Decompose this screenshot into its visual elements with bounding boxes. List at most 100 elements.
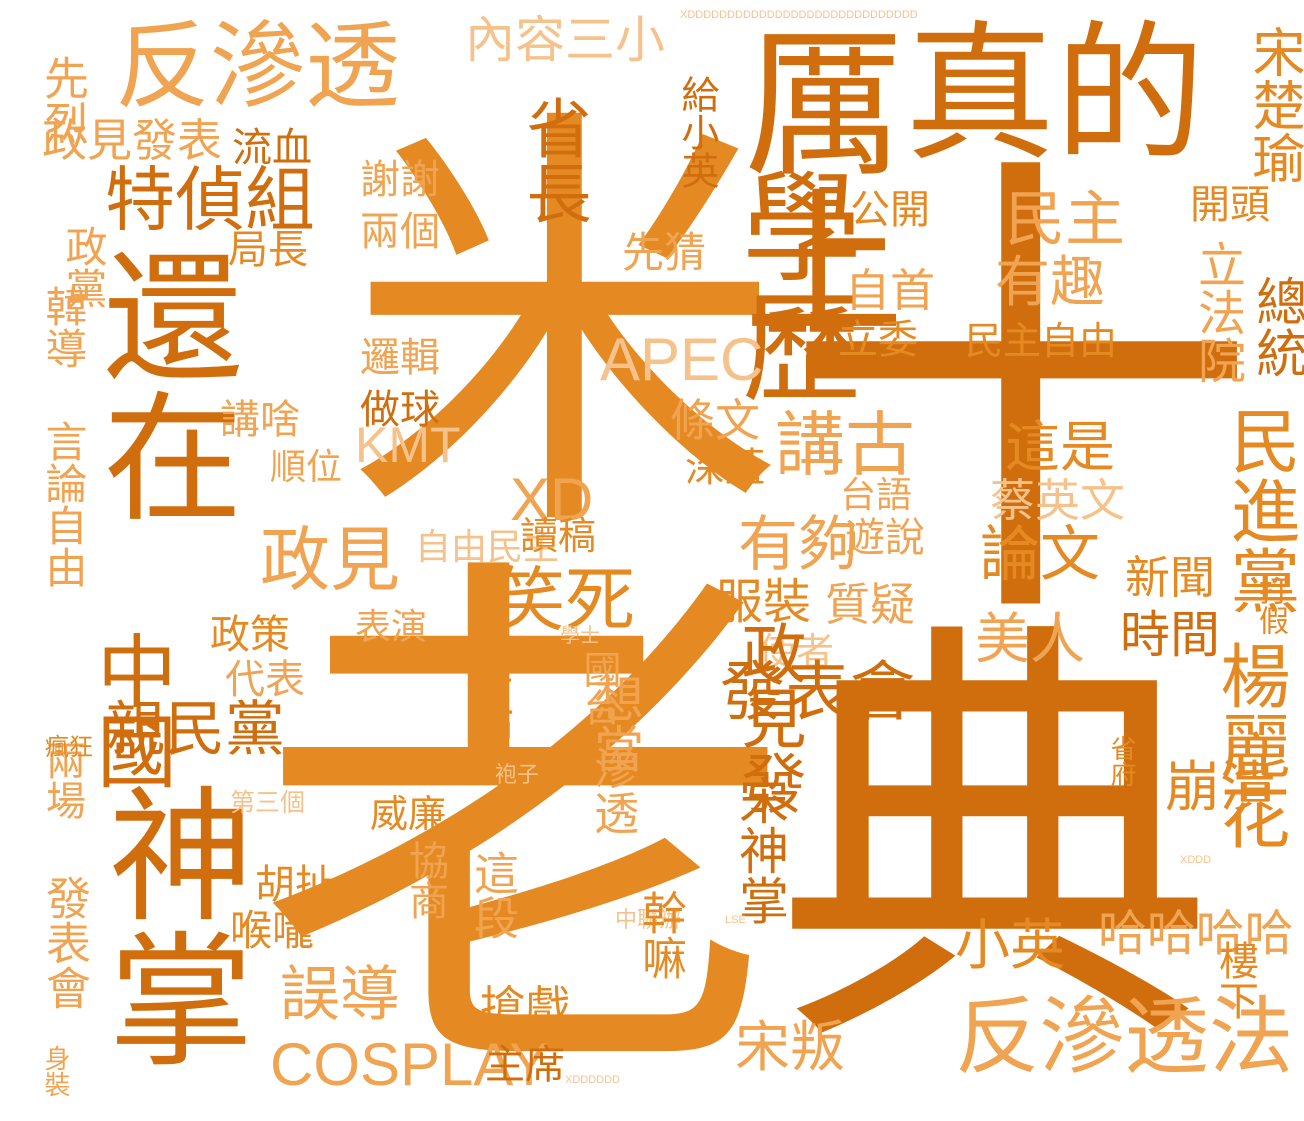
word-what-talk: 講啥	[220, 397, 300, 443]
word-two-sessions: 兩場	[39, 740, 85, 820]
word-crazy: 瘋狂	[45, 733, 93, 761]
word-president: 總統	[1246, 275, 1304, 379]
word-taiwanese: 台語	[840, 475, 913, 516]
word-set-up: 做球	[360, 387, 440, 433]
word-education: 學歷	[721, 165, 860, 405]
word-third-one: 第三個	[230, 788, 306, 817]
word-downstairs: 樓下	[1212, 940, 1258, 1020]
word-divine-palm: 神掌	[83, 780, 252, 1070]
word-storytelling: 講古	[775, 404, 915, 486]
word-thesis: 論文	[980, 520, 1100, 590]
word-still: 還在	[79, 245, 242, 525]
word-chairman: 主席	[485, 1042, 565, 1088]
word-mislead: 誤導	[280, 960, 400, 1030]
word-clauses: 條文	[670, 394, 761, 447]
word-fight-fake: 打假	[1253, 575, 1288, 635]
word-read-script: 讀稿	[520, 514, 597, 558]
word-robe: 袍子	[495, 763, 540, 788]
word-platform: 政見	[260, 519, 400, 601]
word-representative: 代表	[225, 657, 305, 703]
word-pfp: 親民黨	[105, 695, 285, 765]
word-press-conference-2: 發表會	[38, 875, 91, 1010]
word-nonsense: 幹話	[461, 650, 514, 740]
word-bullshit: 胡扯	[255, 862, 335, 908]
word-legislator: 立委	[838, 317, 918, 363]
word-logic: 邏輯	[360, 335, 440, 381]
word-opening: 開頭	[1190, 182, 1270, 228]
word-james-soong: 宋楚瑜	[1244, 25, 1304, 185]
word-legislative-yuan: 立法院	[1189, 240, 1245, 384]
word-performance: 表演	[355, 607, 428, 648]
word-soong-rebel: 宋叛	[735, 1015, 846, 1079]
word-interesting: 有趣	[995, 250, 1106, 314]
word-steal-show: 搶戲	[480, 981, 571, 1034]
word-policy-presentation: 政見發表	[42, 114, 223, 167]
word-anti-infiltration: 反滲透	[115, 12, 401, 122]
word-soong-divine-palm: 宋神掌	[731, 775, 789, 925]
word-public: 公開	[850, 187, 930, 233]
word-mandarin-taiwanese: 國台	[577, 650, 621, 726]
word-democracy-freedom: 民主自由	[965, 319, 1118, 363]
word-party: 政黨	[59, 225, 108, 309]
word-policy: 政策	[210, 612, 290, 658]
word-costume: 服裝	[715, 574, 812, 630]
word-thanks: 謝謝	[360, 157, 440, 203]
word-guess-first: 先猜	[622, 228, 707, 277]
word-apec: APEC	[600, 326, 764, 393]
word-want-to-be: 想當	[586, 673, 644, 773]
word-democracy: 民主	[1005, 185, 1125, 255]
word-question: 質疑	[825, 578, 916, 631]
word-special-investigation: 特偵組	[105, 159, 315, 241]
word-outfit: 身裝	[40, 1045, 70, 1097]
word-xiaoying: 小英	[955, 913, 1066, 977]
word-throat: 喉嚨	[230, 906, 315, 955]
word-news: 新聞	[1125, 551, 1216, 604]
word-kmt: KMT	[355, 417, 461, 473]
word-tsai-ing-wen: 蔡英文	[990, 474, 1126, 527]
word-dpp: 民進黨	[1219, 405, 1301, 615]
word-bachelor: 學士	[560, 623, 600, 647]
word-time: 時間	[1120, 606, 1220, 664]
word-why: 幹嘛	[634, 890, 687, 980]
word-provincial-govt: 省府	[1106, 735, 1136, 787]
word-director: 局長	[228, 227, 308, 273]
word-xd-long: XDDDDDDDDDDDDDDDDDDDDDDDDDDDDD	[680, 9, 918, 21]
word-surrender: 自首	[845, 264, 936, 317]
word-beauty: 美人	[975, 607, 1086, 671]
word-to-xiaoying: 給小英	[675, 75, 719, 189]
word-william: 威廉	[370, 792, 447, 836]
word-li-shang: 厲上	[717, 20, 904, 340]
word-really: 真的	[905, 8, 1206, 182]
word-press-conference: 發表會	[720, 655, 916, 730]
word-china: 中國	[84, 630, 177, 790]
word-rice: 米	[345, 74, 785, 586]
word-yang-lihua: 楊麗花	[1209, 640, 1291, 850]
word-freedom-democracy: 自由民主	[415, 527, 560, 568]
word-xd: XD	[510, 466, 594, 533]
word-negotiate: 協商	[402, 840, 448, 920]
word-bleeding: 流血	[232, 125, 312, 171]
word-two: 兩個	[360, 209, 440, 255]
word-content: 內容三小	[465, 11, 665, 69]
word-old: 老	[255, 516, 795, 1121]
word-infiltrate: 滲透	[586, 745, 639, 835]
word-xd-short: XDDD	[1180, 854, 1212, 866]
word-lse: LSE	[725, 914, 746, 926]
word-han-guide: 韓導	[39, 285, 88, 369]
word-platform-release: 政見發	[730, 620, 805, 815]
word-deep-blue: 深藍	[685, 445, 765, 491]
word-cosplay: COSPLAY	[270, 1031, 549, 1098]
word-this-section: 這段	[466, 850, 519, 940]
word-envoy: 使者	[758, 630, 835, 674]
word-ten: 十	[780, 120, 1260, 679]
word-martyrs: 先烈	[36, 55, 89, 145]
word-so-much: 有夠	[738, 510, 858, 580]
word-hahaha: 哈哈哈哈	[1098, 905, 1294, 962]
word-order: 順位	[270, 447, 343, 488]
word-governor: 省長	[515, 95, 590, 225]
word-this-is: 這是	[1005, 415, 1116, 479]
word-collapse: 崩潰	[1165, 755, 1276, 819]
word-lol: 笑死	[495, 559, 635, 641]
word-classic: 典	[775, 589, 1215, 1101]
